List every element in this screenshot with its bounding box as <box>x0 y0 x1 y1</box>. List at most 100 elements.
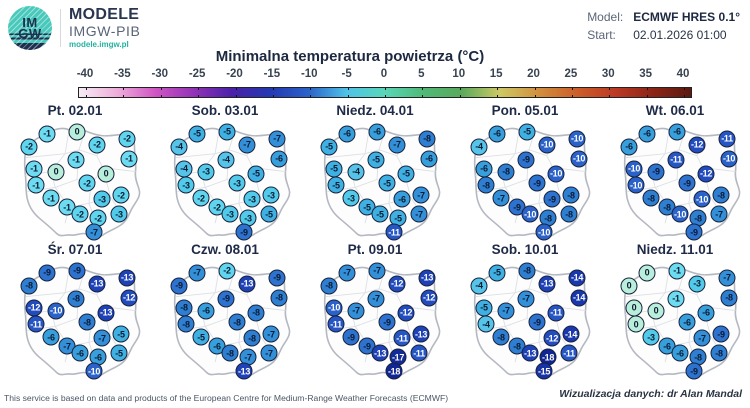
colorbar-tick-label: 25 <box>564 68 578 80</box>
station-temp-marker: -5 <box>110 344 128 362</box>
station-temp-marker: -10 <box>521 205 539 223</box>
station-temp-marker: -5 <box>112 325 130 343</box>
colorbar-tick-label: -10 <box>300 68 318 80</box>
station-temp-marker: -8 <box>720 289 738 307</box>
station-temp-marker: -8 <box>320 277 338 295</box>
forecast-map-tile: Niedz. 04.01 -6 -6 -7 -8 -5 -5 -6 -5 -4 -5 -5 -5 -3 -6… <box>300 103 450 242</box>
station-temp-marker: 0 <box>647 302 665 320</box>
brand-modele: MODELE <box>69 6 140 24</box>
colorbar-tick-mark <box>310 88 312 90</box>
station-temp-marker: -3 <box>93 190 111 208</box>
station-temp-marker: -8 <box>658 198 676 216</box>
maps-grid: Pt. 02.01 -1 0 -2 -2 -2 -1 -1 -1 0 0 -1 -2 -1 -3 -2 -1 -2… <box>0 103 750 381</box>
station-temp-marker: -6 <box>697 304 715 322</box>
station-temp-marker: -5 <box>475 299 493 317</box>
station-temp-marker: -10 <box>47 302 65 320</box>
station-temp-marker: -10 <box>538 136 556 154</box>
station-temp-marker: -8 <box>562 186 580 204</box>
station-temp-marker: -12 <box>688 136 706 154</box>
station-temp-marker: -7 <box>338 264 356 282</box>
station-temp-marker: -9 <box>68 262 86 280</box>
colorbar-tick-mark <box>347 88 349 90</box>
station-temp-marker: -9 <box>217 290 235 308</box>
station-temp-marker: -7 <box>388 136 406 154</box>
station-temp-marker: -10 <box>671 205 689 223</box>
station-temp-marker: -8 <box>477 176 495 194</box>
station-temp-marker: -6 <box>620 138 638 156</box>
station-temp-marker: -1 <box>27 176 45 194</box>
station-temp-marker: -11 <box>27 315 45 333</box>
colorbar-tick-label: -30 <box>151 68 169 80</box>
station-temp-marker: -9 <box>678 174 696 192</box>
station-temp-marker: -7 <box>85 223 103 241</box>
station-temp-marker: -7 <box>347 302 365 320</box>
station-temp-marker: -6 <box>197 302 215 320</box>
station-temp-marker: -8 <box>518 262 536 280</box>
logo-divider <box>60 9 61 47</box>
colorbar-tick-mark <box>459 95 461 97</box>
station-temp-marker: -7 <box>693 329 711 347</box>
brand-url-link[interactable]: modele.imgw.pl <box>69 39 129 49</box>
poland-map: -7 -7 -12 -13 -8 -7 -12 -10 -7 -12 -11 -9 -9 -11 -13 -9… <box>305 259 445 380</box>
colorbar-tick-label: 20 <box>527 68 540 80</box>
station-temp-marker: -14 <box>568 269 586 287</box>
forecast-map-tile: Pon. 05.01 -6 -5 -10 -10 -4 -9 -10 -6 -8 -10 -8 -9 -7… <box>450 103 600 242</box>
station-temp-marker: -2 <box>218 262 236 280</box>
station-temp-marker: -8 <box>492 328 510 346</box>
station-temp-marker: -5 <box>389 209 407 227</box>
station-temp-marker: -9 <box>647 163 665 181</box>
forecast-map-tile: Czw. 08.01 -7 -2 -13 -9 -9 -9 -8 -8 -6 -8 -8 -8 -5 -8-… <box>150 242 300 381</box>
station-temp-marker: -14 <box>570 289 588 307</box>
station-temp-marker: -12 <box>25 299 43 317</box>
station-temp-marker: -3 <box>197 163 215 181</box>
station-temp-marker: -8 <box>270 289 288 307</box>
station-temp-marker: -14 <box>562 325 580 343</box>
station-temp-marker: -6 <box>393 190 411 208</box>
station-temp-marker: -10 <box>568 130 586 148</box>
colorbar-tick-mark <box>571 95 573 97</box>
map-day-label: Sob. 03.01 <box>191 103 259 118</box>
map-day-label: Pon. 05.01 <box>491 103 559 118</box>
station-temp-marker: -10 <box>547 165 565 183</box>
station-temp-marker: -1 <box>42 189 60 207</box>
station-temp-marker: -3 <box>262 186 280 204</box>
forecast-map-tile: Sob. 03.01 -5 -5 -7 -7 -4 -4 -6 -4 -3 -5 -3 -3 -2 -3 -3… <box>150 103 300 242</box>
colorbar-tick-mark <box>235 95 237 97</box>
station-temp-marker: -5 <box>378 174 396 192</box>
station-temp-marker: -5 <box>218 123 236 141</box>
station-temp-marker: -8 <box>418 130 436 148</box>
map-day-label: Niedz. 04.01 <box>336 103 414 118</box>
station-temp-marker: -13 <box>412 325 430 343</box>
colorbar-tick-mark <box>198 95 200 97</box>
station-temp-marker: -4 <box>347 163 365 181</box>
station-temp-marker: -5 <box>188 125 206 143</box>
station-temp-marker: -6 <box>270 150 288 168</box>
poland-map: -6 -5 -10 -10 -4 -9 -10 -6 -8 -10 -8 -9 -7 -9 -8 -9 -10-… <box>455 120 595 241</box>
station-temp-marker: -8 <box>20 277 38 295</box>
station-temp-marker: -13 <box>88 275 106 293</box>
station-temp-marker: -7 <box>517 290 535 308</box>
station-temp-marker: -6 <box>658 337 676 355</box>
station-temp-marker: -5 <box>397 165 415 183</box>
station-temp-marker: -2 <box>118 130 136 148</box>
colorbar-tick-label: -40 <box>76 68 94 80</box>
station-temp-marker: -7 <box>410 205 428 223</box>
station-temp-marker: -1 <box>25 160 43 178</box>
colorbar-tick-label: -35 <box>114 68 131 80</box>
colorbar-tick-label: 0 <box>380 68 388 80</box>
colorbar-tick-mark <box>123 88 125 90</box>
colorbar-tick-label: -25 <box>188 68 206 80</box>
map-day-label: Pt. 09.01 <box>347 242 403 257</box>
station-temp-marker: -9 <box>268 269 286 287</box>
station-temp-marker: -11 <box>718 130 736 148</box>
ecmwf-attribution: This service is based on data and produc… <box>4 393 449 403</box>
colorbar-tick-mark <box>86 95 87 97</box>
station-temp-marker: -7 <box>238 136 256 154</box>
colorbar-tick-label: 30 <box>601 68 615 80</box>
colorbar-tick-mark <box>385 88 386 90</box>
map-day-label: Wt. 06.01 <box>645 103 705 118</box>
station-temp-marker: -12 <box>420 289 438 307</box>
station-temp-marker: -10 <box>627 176 645 194</box>
station-temp-marker: -7 <box>367 290 385 308</box>
colorbar-tick-label: -15 <box>263 68 281 80</box>
